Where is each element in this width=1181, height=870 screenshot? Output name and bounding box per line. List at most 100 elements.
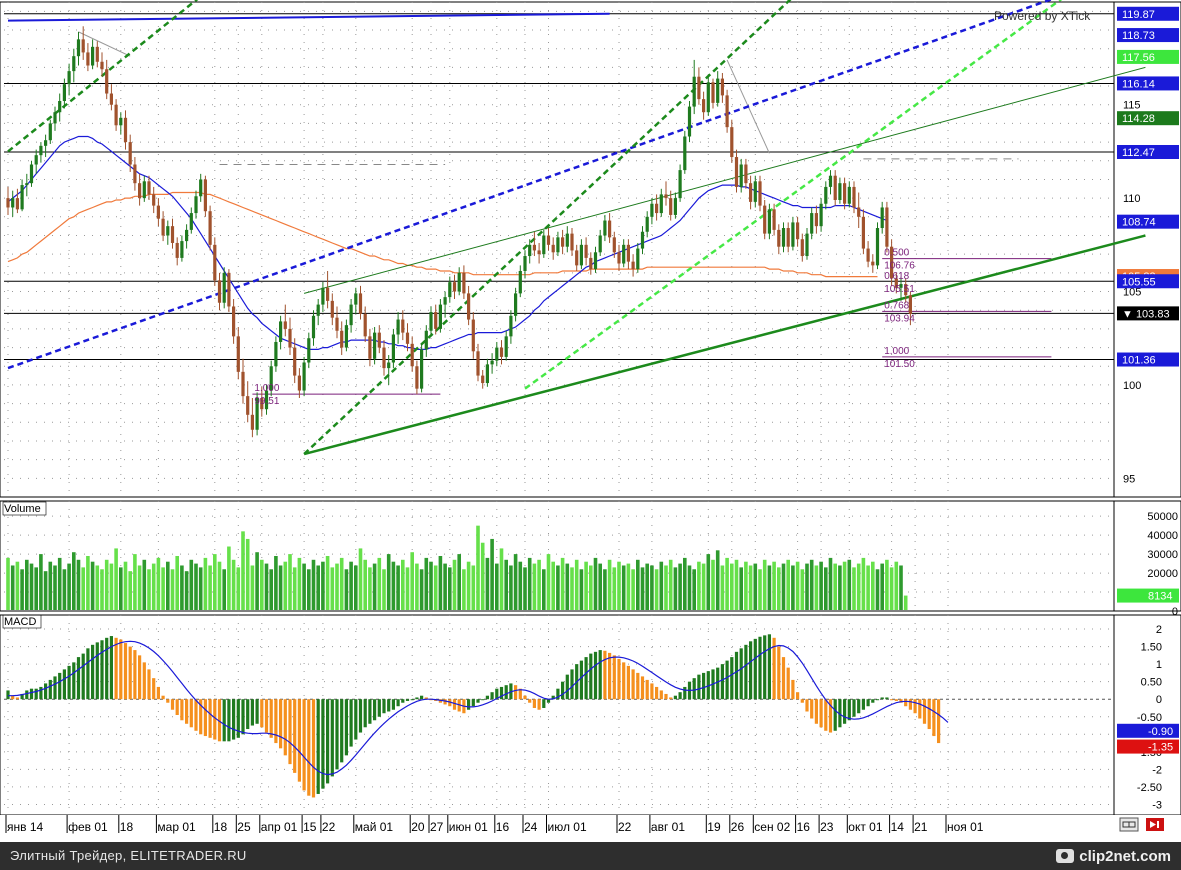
volume-bar bbox=[889, 567, 894, 610]
price-marker: ▼ 103.83 bbox=[1117, 306, 1179, 321]
candle bbox=[753, 175, 757, 208]
macd-marker-label: -1.35 bbox=[1148, 742, 1173, 754]
credit-text: Powered by XTick bbox=[994, 9, 1091, 23]
candle bbox=[405, 323, 410, 352]
macd-histogram-bar bbox=[866, 699, 870, 707]
macd-axis-tick: -2 bbox=[1152, 764, 1162, 776]
macd-histogram-bar bbox=[603, 650, 607, 700]
candle-body bbox=[81, 39, 85, 53]
candle-body bbox=[377, 332, 381, 348]
candle bbox=[772, 203, 776, 236]
candle bbox=[852, 181, 856, 214]
candle-body bbox=[246, 396, 250, 415]
candle bbox=[532, 231, 536, 257]
scroll-to-end-icon[interactable] bbox=[1146, 818, 1164, 831]
candle-body bbox=[100, 61, 104, 70]
candle bbox=[316, 299, 320, 326]
macd-histogram-bar bbox=[29, 688, 34, 700]
candle-body bbox=[142, 181, 146, 199]
volume-bar bbox=[382, 569, 386, 610]
macd-histogram-bar bbox=[720, 664, 724, 700]
volume-bar bbox=[777, 567, 781, 610]
macd-histogram-bar bbox=[53, 676, 57, 700]
candle-body bbox=[401, 319, 405, 333]
volume-bar bbox=[354, 565, 358, 610]
candle-body bbox=[575, 250, 579, 266]
macd-histogram-bar bbox=[443, 699, 447, 705]
macd-panel: MACD21.5010.500-0.50-1.50-2-2.50-3-0.90-… bbox=[0, 614, 1181, 816]
candle bbox=[504, 330, 508, 361]
price-marker-label: 117.56 bbox=[1122, 52, 1155, 64]
macd-histogram-bar bbox=[311, 699, 316, 798]
macd-axis-tick: -0.50 bbox=[1137, 712, 1162, 724]
candle-body bbox=[354, 293, 358, 305]
candle bbox=[904, 278, 908, 303]
candle-body bbox=[34, 155, 38, 165]
macd-histogram-bar bbox=[631, 669, 635, 700]
candle-body bbox=[650, 203, 654, 217]
volume-bar bbox=[809, 559, 814, 610]
candle-body bbox=[166, 226, 170, 236]
candle bbox=[81, 26, 85, 60]
candle bbox=[626, 239, 630, 270]
candle-body bbox=[495, 347, 499, 361]
macd-grid bbox=[4, 615, 1114, 815]
volume-bar bbox=[260, 559, 264, 610]
candle-body bbox=[6, 198, 10, 208]
candle-body bbox=[664, 194, 668, 199]
volume-bar bbox=[166, 561, 170, 610]
volume-bar bbox=[617, 561, 621, 610]
candle bbox=[302, 356, 306, 397]
volume-bar bbox=[767, 565, 772, 610]
candle-body bbox=[843, 183, 847, 204]
macd-histogram-bar bbox=[161, 695, 165, 700]
green-dash-upper bbox=[7, 0, 199, 153]
candle-body bbox=[706, 82, 710, 113]
volume-bar bbox=[48, 561, 53, 610]
candle bbox=[180, 235, 184, 262]
macd-axis-tick: 0 bbox=[1156, 694, 1162, 706]
macd-histogram-bar bbox=[180, 699, 184, 721]
macd-marker: -0.90 bbox=[1117, 723, 1179, 738]
volume-bar bbox=[725, 557, 729, 610]
link-icon[interactable] bbox=[1119, 817, 1139, 832]
fib-price-label: 105.51 bbox=[884, 284, 915, 295]
macd-histogram-bar bbox=[546, 699, 551, 703]
candle-body bbox=[72, 56, 76, 72]
candle bbox=[843, 177, 847, 210]
candle bbox=[138, 173, 142, 206]
candle bbox=[274, 336, 278, 372]
macd-histogram-bar bbox=[781, 657, 786, 700]
volume-bar bbox=[147, 569, 151, 610]
macd-histogram-bar bbox=[481, 699, 485, 701]
candle bbox=[152, 186, 156, 214]
candle bbox=[452, 274, 457, 299]
price-marker: 116.14 bbox=[1117, 76, 1179, 91]
candle-body bbox=[264, 390, 269, 410]
macd-histogram-bar bbox=[344, 699, 348, 756]
volume-bar bbox=[72, 552, 76, 610]
candle-body bbox=[655, 203, 659, 214]
candle bbox=[166, 220, 170, 245]
candle bbox=[561, 229, 565, 255]
candle bbox=[467, 285, 471, 326]
candle bbox=[734, 149, 739, 193]
footer-logo[interactable]: clip2net.com bbox=[1056, 845, 1171, 867]
macd-histogram-bar bbox=[561, 681, 565, 700]
volume-bar bbox=[833, 563, 837, 610]
price-marker-label: 119.87 bbox=[1122, 9, 1155, 21]
volume-bar bbox=[711, 559, 715, 610]
macd-histogram-bar bbox=[405, 699, 410, 701]
volume-bar bbox=[636, 559, 640, 610]
candle bbox=[377, 325, 381, 354]
candle-body bbox=[382, 347, 386, 369]
candle-body bbox=[194, 196, 198, 214]
chart-canvas: 0.500106.760.618105.510.768103.941.00010… bbox=[0, 0, 1181, 834]
time-axis-label: фев 01 bbox=[68, 820, 108, 834]
volume-bar bbox=[842, 561, 847, 610]
candle bbox=[62, 78, 66, 109]
volume-bar bbox=[899, 565, 903, 610]
macd-histogram-bar bbox=[664, 693, 668, 700]
macd-histogram-bar bbox=[175, 699, 179, 715]
volume-bar bbox=[706, 554, 711, 610]
